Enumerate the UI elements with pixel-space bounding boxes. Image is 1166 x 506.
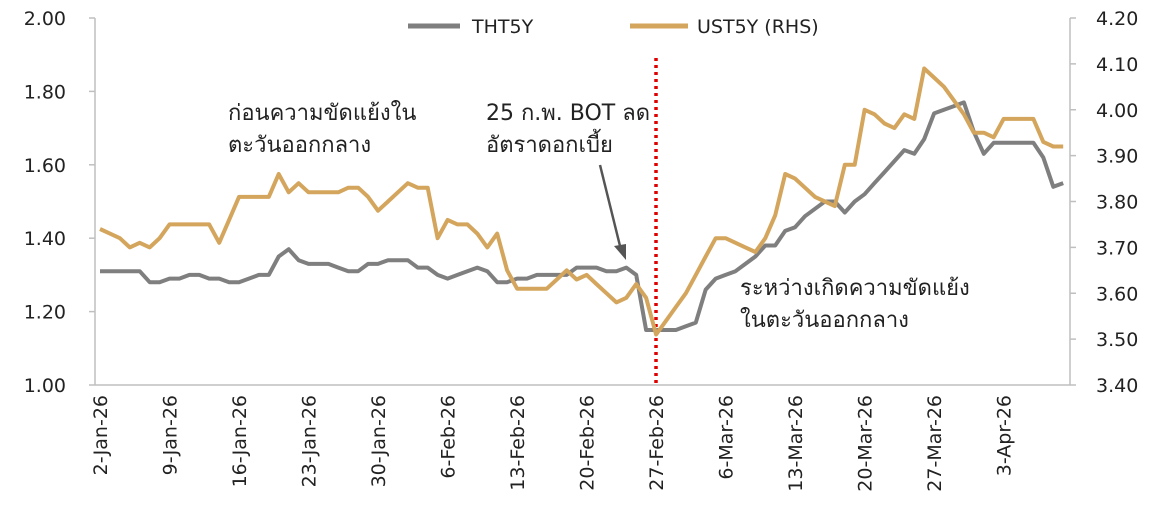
y2-tick-label: 4.00 <box>1096 100 1138 122</box>
y-tick-label: 1.00 <box>24 375 66 397</box>
y2-tick-label: 3.90 <box>1096 146 1138 168</box>
x-tick-label: 9-Jan-26 <box>160 395 182 475</box>
y2-tick-label: 3.70 <box>1096 237 1138 259</box>
x-tick-label: 23-Jan-26 <box>299 395 321 487</box>
series-line <box>100 100 1064 332</box>
y-tick-label: 1.20 <box>24 302 66 324</box>
x-tick-label: 6-Feb-26 <box>438 395 460 479</box>
y-tick-label: 1.40 <box>24 228 66 250</box>
x-tick-label: 27-Mar-26 <box>924 395 946 492</box>
y2-tick-label: 3.40 <box>1096 375 1138 397</box>
y2-tick-label: 3.50 <box>1096 329 1138 351</box>
arrow-head <box>614 244 626 260</box>
x-tick-label: 16-Jan-26 <box>229 395 251 487</box>
x-tick-label: 2-Jan-26 <box>90 395 112 475</box>
x-tick-label: 13-Mar-26 <box>785 395 807 492</box>
annotation: ระหว่างเกิดความขัดแย้ง <box>740 276 970 301</box>
y2-tick-label: 3.60 <box>1096 283 1138 305</box>
annotation: 25 ก.พ. BOT ลด <box>486 101 650 126</box>
x-tick-label: 3-Apr-26 <box>994 395 1016 476</box>
y2-tick-label: 3.80 <box>1096 192 1138 214</box>
annotation: ก่อนความขัดแย้งใน <box>228 100 416 126</box>
y-tick-label: 1.80 <box>24 81 66 103</box>
x-tick-label: 13-Feb-26 <box>507 395 529 491</box>
legend-label: THT5Y <box>471 16 534 38</box>
annotation: อัตราดอกเบี้ย <box>486 129 613 158</box>
x-tick-label: 20-Feb-26 <box>577 395 599 491</box>
annotation: ในตะวันออกกลาง <box>740 307 909 333</box>
y-tick-label: 2.00 <box>24 8 66 30</box>
y-tick-label: 1.60 <box>24 155 66 177</box>
annotation-arrow <box>598 164 623 251</box>
y2-tick-label: 4.10 <box>1096 54 1138 76</box>
x-tick-label: 20-Mar-26 <box>855 395 877 492</box>
legend-label: UST5Y (RHS) <box>697 16 819 38</box>
y2-tick-label: 4.20 <box>1096 8 1138 30</box>
annotation: ตะวันออกกลาง <box>228 133 371 158</box>
x-tick-label: 30-Jan-26 <box>368 395 390 487</box>
x-tick-label: 27-Feb-26 <box>646 395 668 491</box>
x-tick-label: 6-Mar-26 <box>716 395 738 480</box>
series-line <box>99 66 1064 337</box>
